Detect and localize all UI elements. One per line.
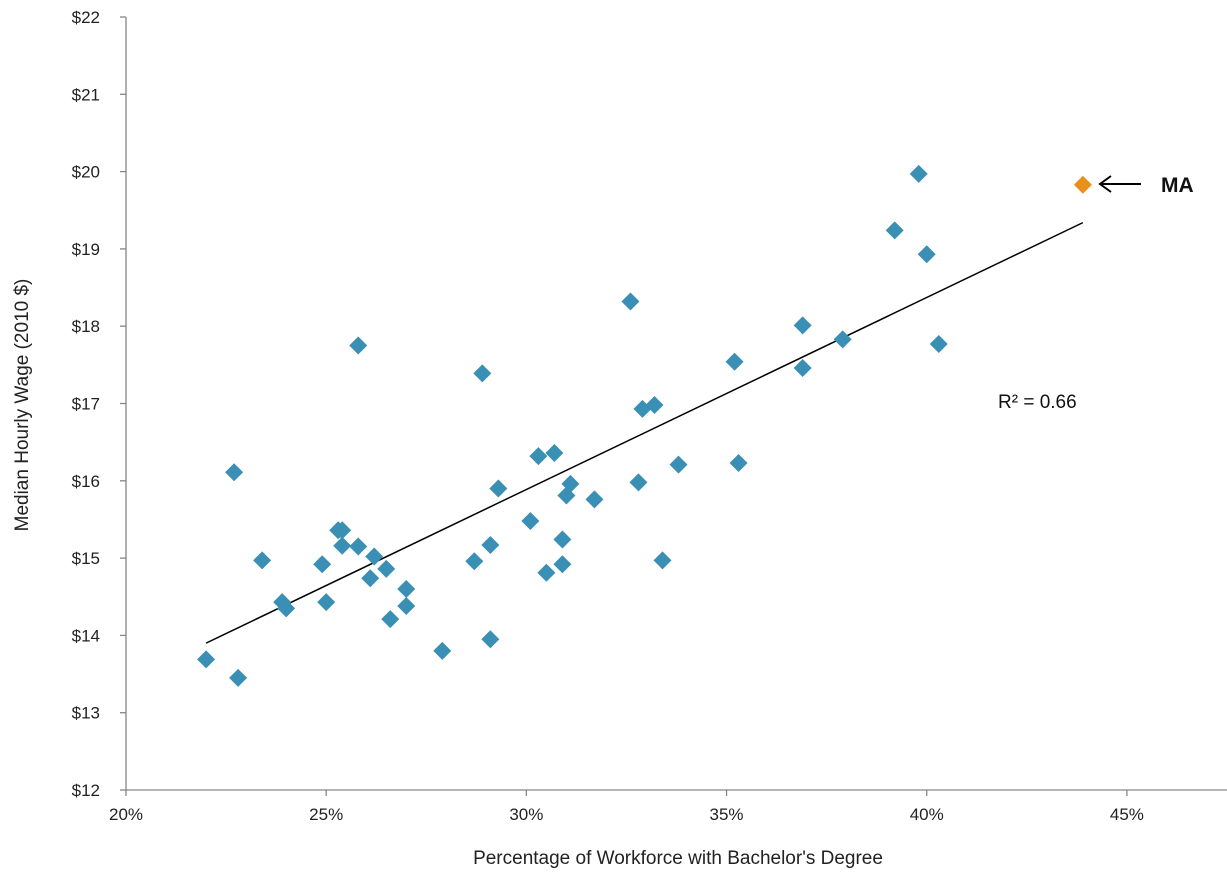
data-point bbox=[521, 511, 540, 530]
left-arrow-icon bbox=[1098, 175, 1141, 193]
y-axis-title: Median Hourly Wage (2010 $) bbox=[12, 279, 33, 532]
x-tick-label: 45% bbox=[1110, 805, 1144, 824]
x-tick-label: 40% bbox=[910, 805, 944, 824]
data-point bbox=[629, 473, 648, 492]
ma-label: MA bbox=[1161, 174, 1194, 197]
data-point bbox=[545, 443, 564, 462]
data-point bbox=[381, 610, 400, 629]
r-squared-label: R² = 0.66 bbox=[998, 392, 1077, 413]
data-point bbox=[333, 521, 352, 540]
y-tick-label: $21 bbox=[72, 85, 100, 104]
data-point bbox=[793, 316, 812, 335]
x-axis-ticks: 20% 25% 30% 35% 40% 45% bbox=[109, 790, 1144, 824]
data-point bbox=[729, 454, 748, 473]
y-tick-label: $20 bbox=[72, 163, 100, 182]
y-tick-label: $15 bbox=[72, 549, 100, 568]
data-point bbox=[361, 569, 380, 588]
data-point bbox=[725, 352, 744, 371]
x-tick-label: 20% bbox=[109, 805, 143, 824]
y-tick-label: $12 bbox=[72, 781, 100, 800]
data-point bbox=[481, 535, 500, 554]
data-point bbox=[909, 164, 928, 183]
data-point bbox=[885, 221, 904, 240]
data-point bbox=[653, 551, 672, 570]
data-point bbox=[669, 455, 688, 474]
data-point bbox=[489, 479, 508, 498]
x-tick-label: 35% bbox=[710, 805, 744, 824]
data-point bbox=[553, 530, 572, 549]
data-point bbox=[197, 650, 216, 669]
data-point bbox=[229, 668, 248, 687]
data-point bbox=[313, 555, 332, 574]
y-axis-ticks: $12 $13 $14 $15 $16 $17 $18 $19 $20 $21 $22 bbox=[72, 8, 126, 800]
data-point bbox=[793, 358, 812, 377]
trendline bbox=[205, 221, 1084, 644]
data-point bbox=[397, 597, 416, 616]
data-point-ma bbox=[1073, 175, 1092, 194]
data-point bbox=[929, 334, 948, 353]
y-tick-label: $18 bbox=[72, 317, 100, 336]
data-point bbox=[397, 580, 416, 599]
data-point bbox=[585, 490, 604, 509]
data-point bbox=[253, 551, 272, 570]
x-tick-label: 25% bbox=[309, 805, 343, 824]
data-point bbox=[917, 245, 936, 264]
data-point bbox=[333, 536, 352, 555]
y-tick-label: $16 bbox=[72, 472, 100, 491]
data-point bbox=[465, 552, 484, 571]
y-tick-label: $13 bbox=[72, 704, 100, 723]
data-point bbox=[317, 593, 336, 612]
y-tick-label: $19 bbox=[72, 240, 100, 259]
data-point bbox=[473, 364, 492, 383]
data-point bbox=[833, 330, 852, 349]
data-point bbox=[277, 599, 296, 618]
x-axis-title: Percentage of Workforce with Bachelor's … bbox=[473, 848, 883, 869]
highlight-points bbox=[1073, 175, 1092, 194]
y-tick-label: $17 bbox=[72, 395, 100, 414]
data-point bbox=[553, 555, 572, 574]
data-point bbox=[537, 563, 556, 582]
data-point bbox=[645, 396, 664, 415]
y-tick-label: $22 bbox=[72, 8, 100, 27]
data-point bbox=[621, 292, 640, 311]
data-point bbox=[433, 641, 452, 660]
x-tick-label: 30% bbox=[509, 805, 543, 824]
data-points bbox=[197, 164, 948, 687]
data-point bbox=[529, 447, 548, 466]
data-point bbox=[561, 474, 580, 493]
y-tick-label: $14 bbox=[72, 626, 100, 645]
data-point bbox=[349, 336, 368, 355]
data-point bbox=[225, 463, 244, 482]
data-point bbox=[481, 630, 500, 649]
data-point bbox=[377, 559, 396, 578]
data-point bbox=[349, 537, 368, 556]
data-point bbox=[365, 547, 384, 566]
